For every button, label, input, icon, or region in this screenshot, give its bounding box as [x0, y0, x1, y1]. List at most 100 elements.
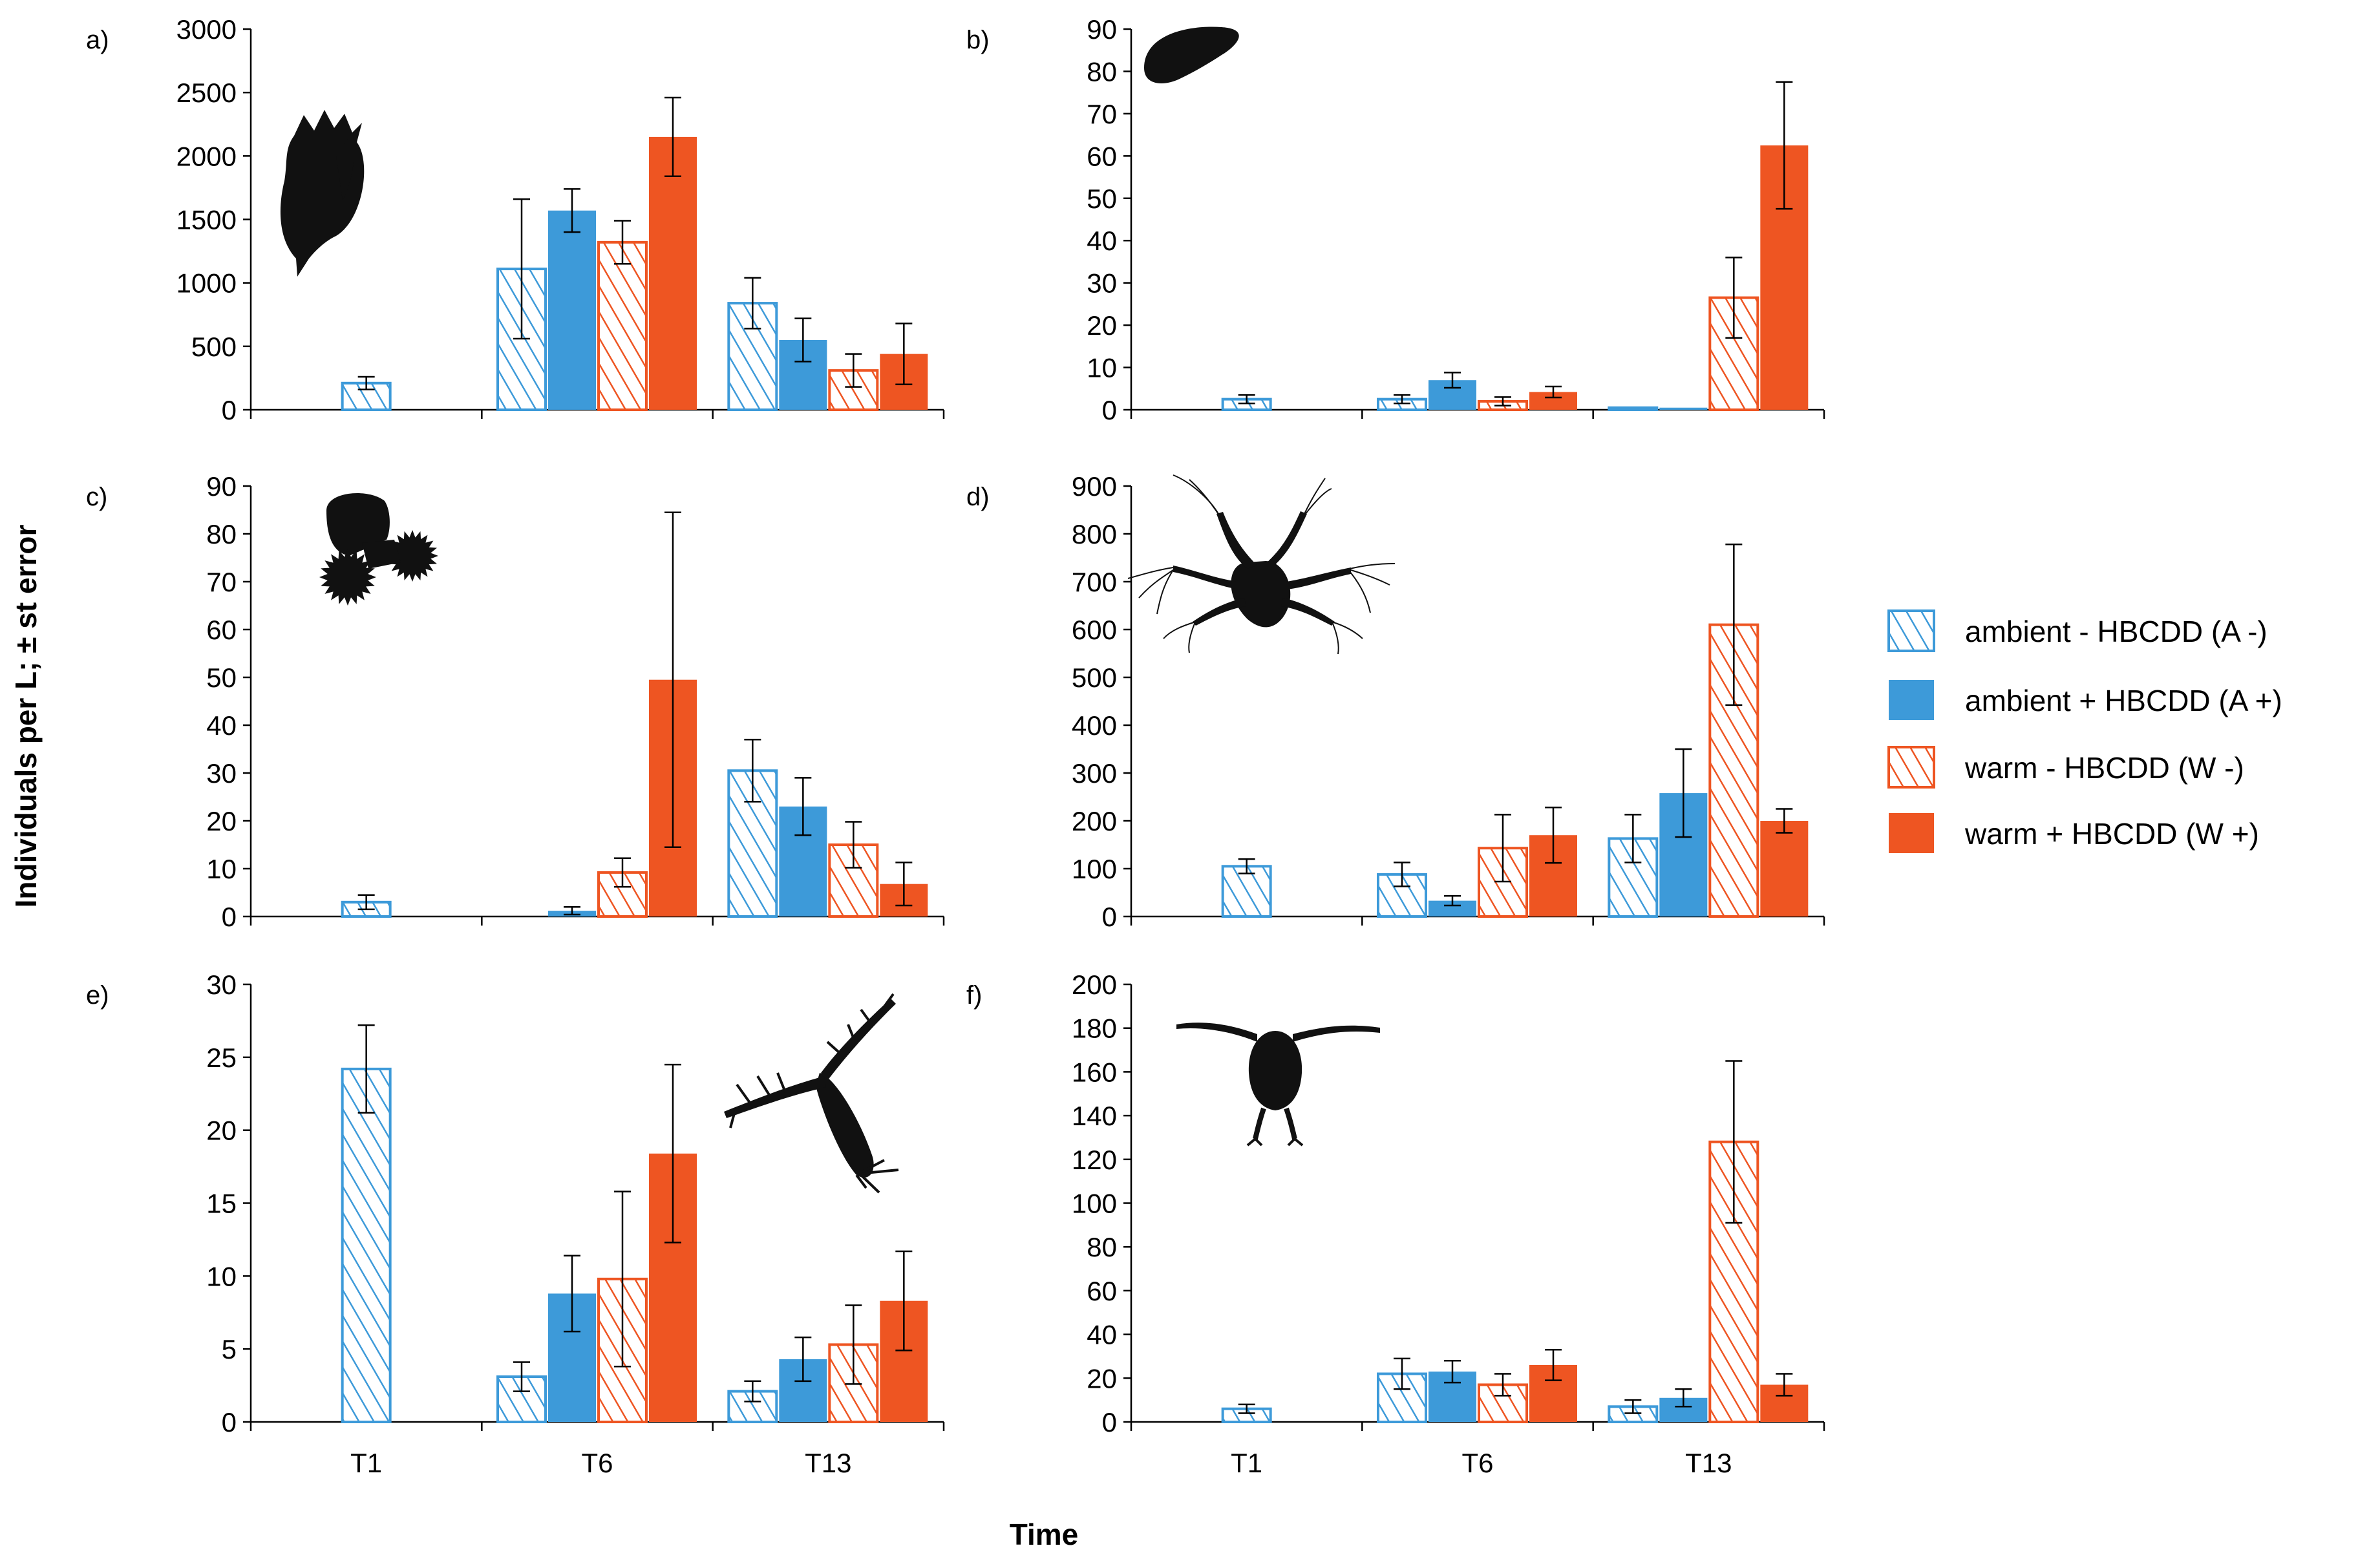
x-tick-label: T6: [581, 1448, 613, 1478]
y-tick-label: 25: [206, 1043, 237, 1073]
y-tick-label: 30: [1087, 268, 1117, 299]
chart-panel: a) 0 500 1000 1500 2000 2500 3000: [86, 14, 945, 425]
y-tick-label: 0: [1102, 902, 1117, 932]
y-tick-label: 80: [1087, 56, 1117, 87]
y-tick-label: 0: [1102, 395, 1117, 425]
x-tick-label: T13: [805, 1448, 851, 1478]
y-tick-label: 200: [1072, 806, 1117, 836]
legend-swatch-warm-plus: [1889, 813, 1934, 853]
y-tick-label: 60: [206, 615, 237, 645]
chart-panel: c) 0 10 20 30 40 50 60 70 80 90: [86, 471, 945, 932]
y-tick-label: 700: [1072, 567, 1117, 597]
error-bar: [1394, 862, 1410, 887]
y-tick-label: 60: [1087, 1276, 1117, 1306]
x-tick-label: T6: [1461, 1448, 1493, 1478]
bar: [548, 210, 596, 410]
y-tick-label: 20: [206, 806, 237, 836]
error-bar: [1725, 1060, 1743, 1224]
error-bar: [1545, 807, 1562, 864]
error-bar: [564, 906, 580, 916]
y-tick-label: 1500: [176, 205, 237, 235]
error-bar: [614, 220, 631, 265]
y-tick-label: 90: [206, 471, 237, 502]
error-bar: [357, 1024, 375, 1114]
legend-item: ambient - HBCDD (A -): [1887, 609, 2268, 652]
y-tick-label: 500: [1072, 662, 1117, 693]
y-tick-label: 2500: [176, 78, 237, 108]
y-tick-label: 15: [206, 1189, 237, 1219]
y-tick-label: 70: [1087, 99, 1117, 129]
x-tick-label: T1: [350, 1448, 382, 1478]
error-bar: [895, 862, 913, 907]
error-bar: [357, 894, 375, 911]
y-tick-label: 40: [1087, 226, 1117, 256]
error-bar: [1394, 1357, 1410, 1390]
bar: [341, 381, 392, 412]
y-tick-label: 400: [1072, 710, 1117, 741]
error-bar: [564, 188, 580, 233]
error-bar: [1545, 1349, 1562, 1381]
panel-label: c): [86, 483, 107, 511]
error-bar: [1675, 748, 1692, 838]
panel-label: d): [966, 483, 990, 511]
y-tick-label: 70: [206, 567, 237, 597]
error-bar: [1494, 1373, 1511, 1397]
bar: [1221, 865, 1272, 918]
y-tick-label: 10: [206, 854, 237, 884]
rotifer-colony-silhouette-icon: [319, 493, 438, 606]
y-tick-label: 40: [1087, 1320, 1117, 1350]
error-bar: [1444, 895, 1461, 907]
error-bar: [1675, 1388, 1692, 1408]
chart-panel: e) 0 5 10 15 20 25 30 T1 T6 T13: [86, 969, 945, 1478]
daphnia-silhouette-icon: [1176, 1022, 1380, 1147]
legend-item: ambient + HBCDD (A +): [1889, 680, 2282, 720]
error-bar: [794, 777, 812, 836]
bar: [597, 240, 648, 411]
y-tick-label: 20: [206, 1116, 237, 1146]
error-bar: [564, 1255, 580, 1333]
y-tick-label: 0: [1102, 1407, 1117, 1437]
legend: ambient - HBCDD (A -) ambient + HBCDD (A…: [1887, 609, 2282, 853]
error-bar: [895, 323, 913, 385]
error-bar: [513, 198, 530, 340]
panel-label: a): [86, 26, 109, 54]
y-tick-label: 5: [222, 1334, 237, 1364]
y-tick-label: 140: [1072, 1101, 1117, 1131]
y-tick-label: 120: [1072, 1145, 1117, 1175]
y-tick-label: 30: [206, 758, 237, 789]
error-bar: [1494, 396, 1511, 407]
y-tick-label: 20: [1087, 310, 1117, 341]
y-tick-label: 90: [1087, 14, 1117, 45]
chart-panel: b) 0 10 20 30 40 50 60 70 80 90: [966, 14, 1825, 425]
y-tick-label: 20: [1087, 1363, 1117, 1393]
y-tick-label: 0: [222, 902, 237, 932]
error-bar: [513, 1361, 530, 1392]
y-tick-label: 50: [1087, 184, 1117, 214]
y-tick-label: 10: [1087, 353, 1117, 383]
error-bar: [794, 317, 812, 363]
error-bar: [1776, 1373, 1793, 1397]
legend-label: ambient - HBCDD (A -): [1965, 615, 2268, 648]
y-tick-label: 0: [222, 1407, 237, 1437]
y-tick-label: 1000: [176, 268, 237, 299]
y-tick-label: 180: [1072, 1013, 1117, 1044]
error-bar: [357, 376, 375, 390]
error-bar: [1238, 394, 1255, 405]
error-bar: [1624, 814, 1642, 863]
error-bar: [794, 1336, 812, 1383]
error-bar: [664, 96, 681, 177]
copepod-silhouette-icon: [724, 993, 899, 1194]
error-bar: [1624, 1399, 1642, 1414]
y-tick-label: 300: [1072, 758, 1117, 789]
x-tick-label: T13: [1685, 1448, 1732, 1478]
legend-label: warm + HBCDD (W +): [1964, 817, 2259, 851]
y-tick-label: 50: [206, 662, 237, 693]
error-bar: [845, 1304, 862, 1385]
y-tick-label: 100: [1072, 1189, 1117, 1219]
y-tick-label: 80: [1087, 1232, 1117, 1262]
x-tick-label: T1: [1231, 1448, 1262, 1478]
y-tick-label: 10: [206, 1261, 237, 1291]
y-tick-label: 900: [1072, 471, 1117, 502]
error-bar: [614, 857, 631, 888]
error-bar: [1494, 814, 1511, 883]
